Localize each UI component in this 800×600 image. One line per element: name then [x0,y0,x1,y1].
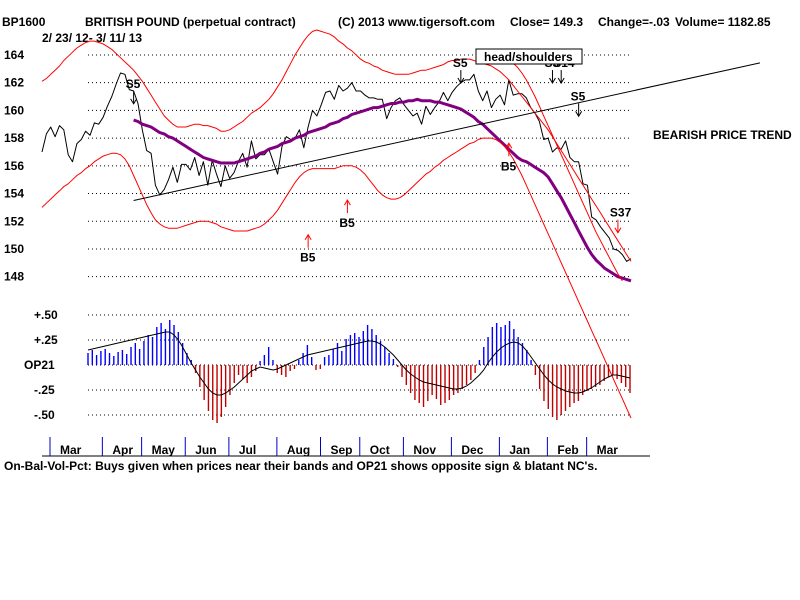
price-y-tick-label: 158 [4,131,24,145]
footer-note: On-Bal-Vol-Pct: Buys given when prices n… [4,459,597,473]
indicator-gridlines [88,314,632,416]
price-y-axis: 148 150 152 154 156 158 160 162 164 [4,48,24,284]
indicator-y-tick-label: -.50 [34,408,55,422]
indicator-signal-line [87,331,631,396]
signal-label: S5 [571,89,586,103]
price-y-tick-label: 164 [4,48,24,62]
lower-band-line [41,137,632,419]
header-copyright: (C) 2013 www.tigersoft.com [338,15,495,29]
trendline-group [133,62,761,201]
head-shoulders-box [475,48,583,65]
signal-arrow-head [549,77,556,85]
head-shoulders-label: head/shoulders [484,50,573,64]
indicator-y-tick-label: OP21 [24,358,55,372]
indicator-y-axis: +.50 +.25 OP21 -.25 -.50 [24,308,58,422]
indicator-y-tick-label: +.50 [34,308,58,322]
header-volume: Volume= 1182.85 [675,15,771,29]
21-day-ma-line [133,97,632,283]
price-y-tick-label: 148 [4,270,24,284]
price-y-tick-label: 162 [4,76,24,90]
header-title: BRITISH POUND (perpetual contract) [85,15,296,29]
signal-arrow-head [505,142,513,149]
signal-arrow-head [457,77,465,85]
x-axis-tick-label: Jun [195,443,216,457]
x-axis-tick-label: Dec [461,443,483,457]
price-series [41,29,632,419]
price-y-tick-label: 156 [4,159,24,173]
signal-label: B5 [339,216,355,230]
price-y-tick-label: 150 [4,242,24,256]
header-date-range: 2/ 23/ 12- 3/ 11/ 13 [42,31,142,45]
price-y-tick-label: 160 [4,103,24,117]
signal-label: B5 [501,159,517,173]
signal-arrow-head [614,227,622,234]
header-symbol: BP1600 [2,15,46,29]
x-axis-tick-label: May [152,443,176,457]
x-axis-tick-label: Sep [331,443,353,457]
indicator-signal-line-path [87,331,631,396]
upper-band-inner--line [512,62,623,282]
x-axis-tick-label: Feb [557,443,578,457]
bearish-trendline [133,62,761,201]
upper-band-line [41,29,632,262]
header-close: Close= 149.3 [510,15,583,29]
signal-label: B5 [300,251,316,265]
x-axis-tick-label: Nov [413,443,436,457]
price-gridlines [88,54,632,278]
signal-arrow-head [557,77,565,85]
x-axis-tick-label: Apr [112,443,133,457]
x-axis-tick-label: Aug [287,443,310,457]
signal-label: S37 [610,206,632,220]
x-axis-tick-label: Jul [239,443,256,457]
x-axis-tick-label: Jan [509,443,530,457]
indicator-y-tick-label: +.25 [34,333,58,347]
indicator-y-tick-label: -.25 [34,383,55,397]
price-y-tick-label: 152 [4,214,24,228]
price-y-tick-label: 154 [4,187,24,201]
signal-arrow-head [343,199,351,206]
signal-markers: S5B5B5S5B5S5S14S5S37 [126,56,632,265]
signal-arrow-head [304,233,312,240]
trend-label: BEARISH PRICE TREND [653,128,792,142]
header-change: Change=-.03 [598,15,670,29]
signal-label: S5 [126,77,141,91]
signal-arrow-head [130,98,138,105]
x-axis-tick-label: Oct [370,443,390,457]
signal-label: S5 [453,56,468,70]
x-axis: Mar Apr May Jun Jul Aug Sep Oct Nov Dec Jan Feb Mar [42,437,650,457]
x-axis-tick-label: Mar [597,443,619,457]
indicator-bars [87,320,631,423]
signal-arrow-head [575,111,583,118]
x-axis-tick-label: Mar [60,443,82,457]
